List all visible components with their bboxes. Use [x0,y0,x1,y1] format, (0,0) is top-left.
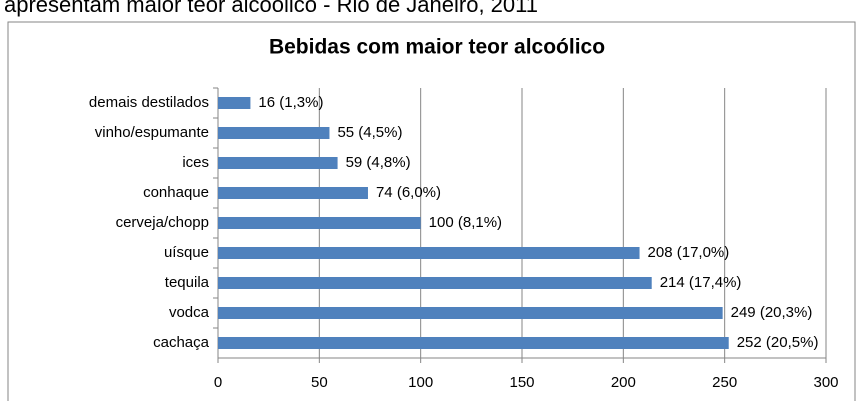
x-tick-label: 200 [611,374,636,391]
value-label: 214 (17,4%) [660,274,742,291]
bar [218,337,729,349]
bar [218,247,640,259]
value-label: 59 (4,8%) [346,154,411,171]
y-tick-label: uísque [164,244,209,261]
x-tick-label: 150 [509,374,534,391]
bar [218,127,330,139]
x-tick-label: 250 [712,374,737,391]
y-tick-label: ices [182,154,209,171]
bar [218,157,338,169]
heading: apresentam maior teor alcoólico - Rio de… [4,0,538,17]
y-tick-label: demais destilados [89,94,209,111]
value-label: 208 (17,0%) [648,244,730,261]
value-label: 74 (6,0%) [376,184,441,201]
value-label: 16 (1,3%) [258,94,323,111]
value-label: 249 (20,3%) [731,304,813,321]
bar [218,97,251,109]
y-tick-label: vinho/espumante [95,124,209,141]
y-tick-label: cachaça [153,334,210,351]
value-label: 252 (20,5%) [737,334,819,351]
y-tick-label: conhaque [143,184,209,201]
value-label: 100 (8,1%) [429,214,502,231]
bar [218,277,652,289]
y-tick-label: vodca [169,304,210,321]
bar [218,217,421,229]
chart-title: Bebidas com maior teor alcoólico [269,36,605,59]
x-tick-label: 300 [813,374,838,391]
x-tick-label: 50 [311,374,328,391]
bar [218,187,368,199]
x-tick-label: 100 [408,374,433,391]
value-label: 55 (4,5%) [337,124,402,141]
x-tick-label: 0 [214,374,222,391]
bar [218,307,723,319]
y-tick-label: cerveja/chopp [116,214,209,231]
y-tick-label: tequila [165,274,210,291]
